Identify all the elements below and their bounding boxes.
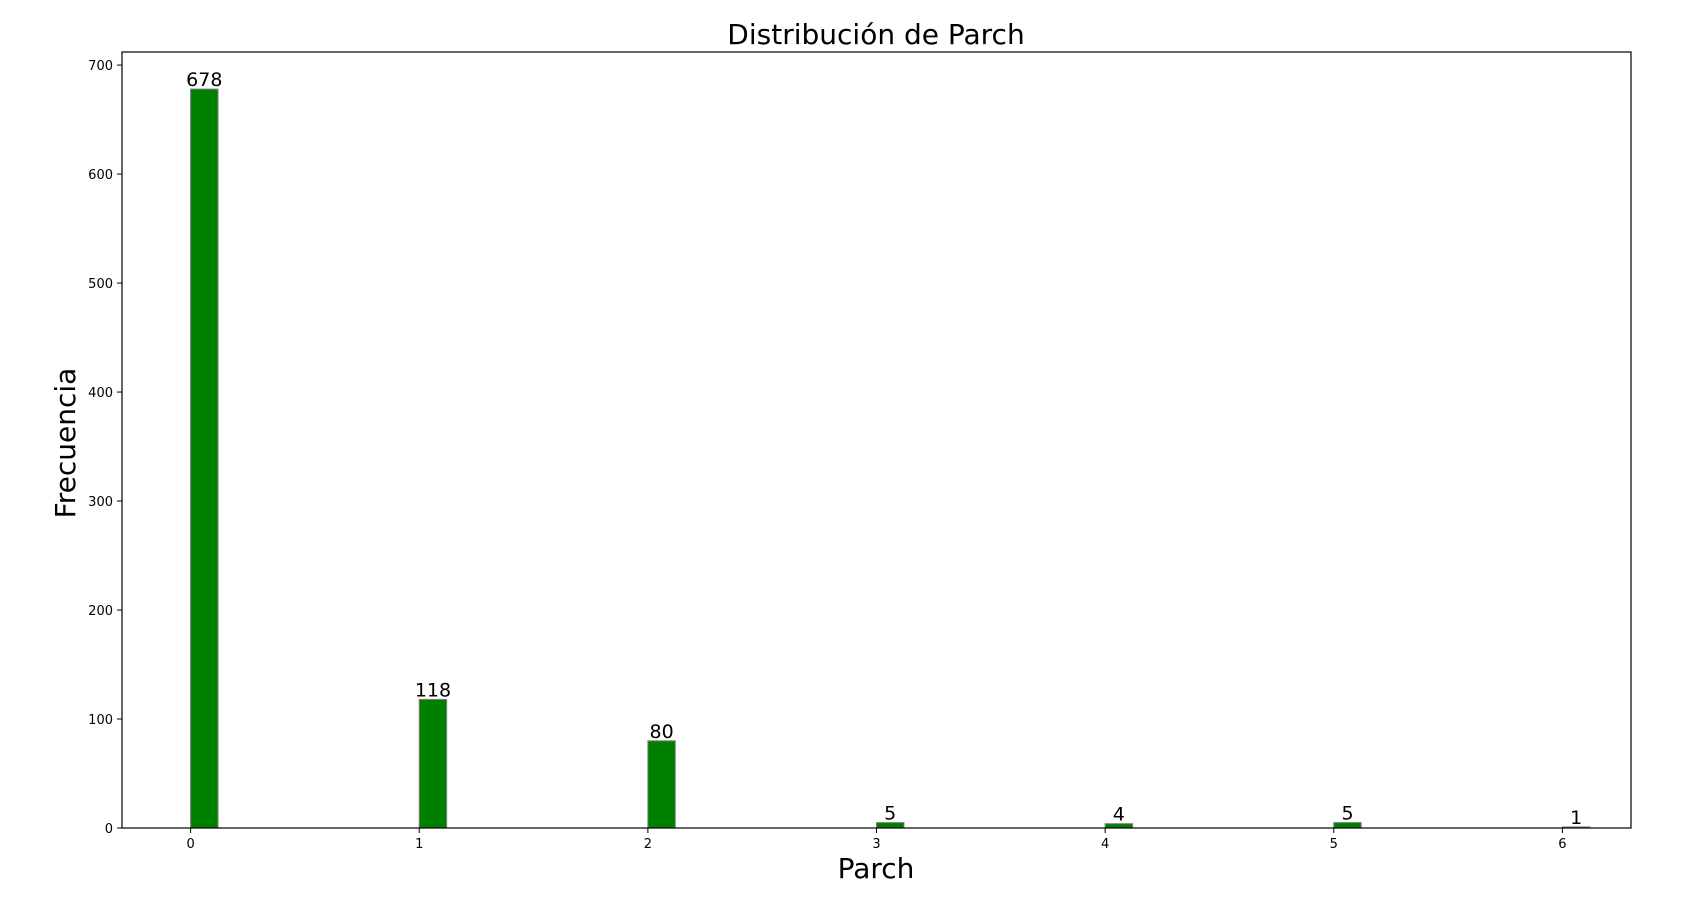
y-tick-label-600: 600 — [88, 168, 113, 183]
x-tick-label-1: 1 — [415, 837, 423, 852]
y-tick-label-700: 700 — [88, 59, 113, 74]
y-tick-label-100: 100 — [88, 713, 113, 728]
x-tick-label-3: 3 — [872, 837, 880, 852]
x-tick-label-6: 6 — [1558, 837, 1566, 852]
data-label-1: 118 — [415, 679, 451, 701]
chart-title: Distribución de Parch — [727, 18, 1024, 51]
y-tick-label-0: 0 — [105, 822, 113, 837]
x-tick-label-5: 5 — [1330, 837, 1338, 852]
bar-1 — [418, 698, 448, 829]
data-label-5: 5 — [1341, 803, 1353, 825]
data-label-6: 1 — [1570, 807, 1582, 829]
x-tick-label-0: 0 — [186, 837, 194, 852]
data-label-2: 80 — [649, 721, 673, 743]
x-axis-ticks: 0 1 2 3 4 5 6 — [186, 828, 1567, 852]
y-tick-label-300: 300 — [88, 495, 113, 510]
data-label-3: 5 — [884, 803, 896, 825]
y-tick-label-400: 400 — [88, 386, 113, 401]
x-tick-label-2: 2 — [644, 837, 652, 852]
y-tick-label-500: 500 — [88, 277, 113, 292]
data-labels-group: 678 118 80 5 4 5 1 — [186, 69, 1582, 829]
bar-0 — [190, 88, 219, 829]
x-axis-label: Parch — [838, 852, 915, 885]
data-label-4: 4 — [1113, 804, 1125, 826]
data-label-0: 678 — [186, 69, 222, 91]
bars-group — [190, 88, 1591, 829]
y-axis-label: Frecuencia — [49, 368, 82, 519]
x-tick-label-4: 4 — [1101, 837, 1109, 852]
plot-area-frame — [121, 51, 1632, 829]
y-tick-label-200: 200 — [88, 604, 113, 619]
bar-2 — [647, 740, 676, 829]
y-axis-ticks: 0 100 200 300 400 500 600 700 — [88, 59, 122, 837]
